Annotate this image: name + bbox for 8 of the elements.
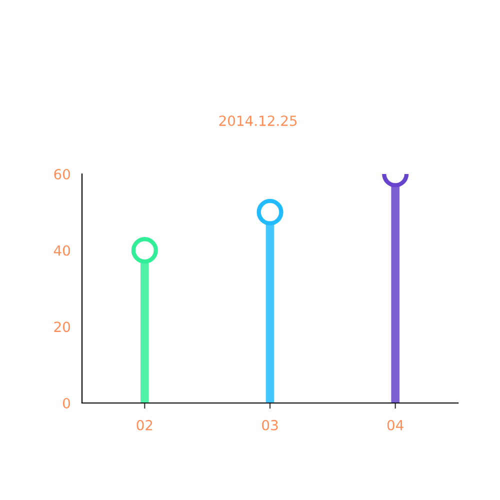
y-tick-label: 60 (54, 168, 70, 180)
x-tick-label: 04 (387, 420, 404, 430)
x-tick-label: 03 (262, 420, 278, 430)
y-tick-label: 40 (54, 245, 70, 256)
chart-title: 2014.12.25 (219, 116, 297, 126)
x-tick-label: 02 (136, 420, 152, 430)
y-tick-label: 20 (54, 322, 70, 332)
y-tick-label: 0 (62, 398, 70, 408)
